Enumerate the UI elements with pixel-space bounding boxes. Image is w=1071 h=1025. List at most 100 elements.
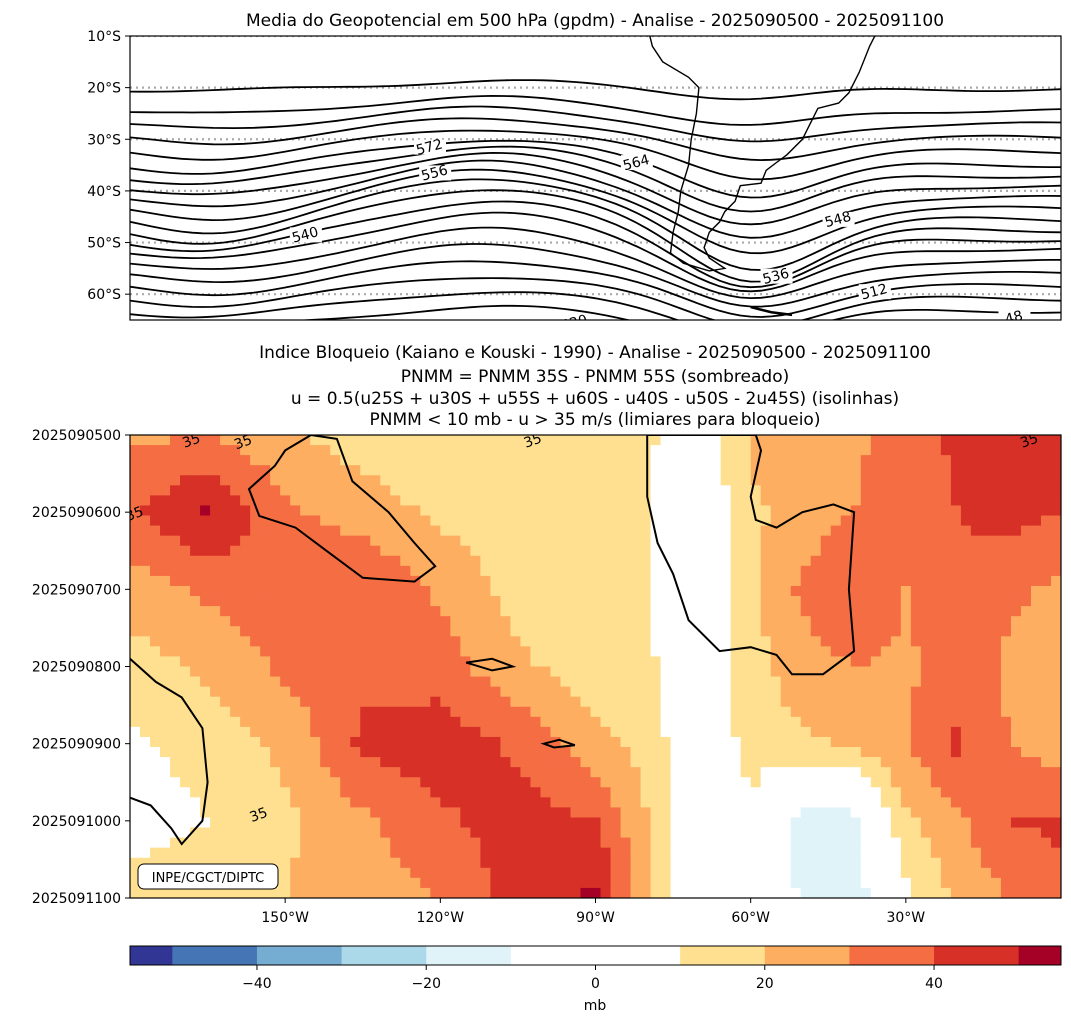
shade-cell — [280, 535, 291, 547]
shade-cell — [150, 465, 161, 476]
shade-cell — [780, 696, 792, 708]
shade-cell — [590, 747, 602, 758]
shade-cell — [650, 485, 662, 496]
shade-cell — [460, 555, 471, 567]
shade-cell — [970, 626, 982, 637]
shade-cell — [670, 505, 682, 517]
shade-cell — [680, 857, 692, 869]
shade-cell — [260, 626, 271, 637]
shade-cell — [190, 495, 201, 507]
shade-cell — [170, 847, 181, 859]
shade-cell — [500, 887, 512, 898]
shade-cell — [330, 616, 341, 627]
shade-cell — [1040, 656, 1052, 668]
shade-cell — [470, 736, 481, 748]
shade-cell — [970, 565, 982, 577]
shade-cell — [130, 777, 141, 788]
shade-cell — [160, 636, 171, 647]
shade-cell — [630, 465, 642, 476]
shade-cell — [510, 525, 522, 537]
shade-cell — [140, 606, 151, 617]
shade-cell — [950, 535, 962, 547]
shade-cell — [900, 515, 912, 527]
shade-cell — [300, 455, 311, 466]
shade-cell — [760, 696, 772, 708]
shade-cell — [440, 485, 451, 496]
shade-cell — [130, 445, 141, 456]
shade-cell — [200, 606, 211, 617]
shade-cell — [320, 817, 331, 829]
shade-cell — [720, 596, 732, 607]
shade-cell — [910, 616, 922, 627]
shade-cell — [340, 817, 351, 829]
shade-cell — [700, 636, 712, 647]
contour-532 — [130, 226, 1061, 300]
shade-cell — [670, 596, 682, 607]
shade-cell — [700, 525, 712, 537]
shade-cell — [780, 747, 792, 758]
shade-cell — [570, 525, 582, 537]
shade-cell — [320, 515, 331, 527]
shade-cell — [500, 596, 512, 607]
shade-cell — [820, 676, 832, 688]
shade-cell — [800, 827, 812, 839]
shade-cell — [940, 535, 952, 547]
shade-cell — [980, 485, 992, 496]
shade-cell — [600, 475, 612, 486]
shade-cell — [640, 857, 652, 869]
shade-cell — [220, 676, 231, 688]
shade-cell — [250, 716, 261, 728]
shade-cell — [590, 827, 602, 839]
shade-cell — [670, 867, 682, 879]
shade-cell — [180, 475, 191, 486]
shade-cell — [350, 706, 361, 718]
shade-cell — [880, 515, 892, 527]
shade-cell — [610, 535, 622, 547]
shade-cell — [250, 726, 261, 738]
shade-cell — [690, 736, 702, 748]
shade-cell — [170, 545, 181, 557]
shade-cell — [460, 807, 471, 819]
shade-cell — [810, 616, 822, 627]
shade-cell — [700, 445, 712, 456]
shade-cell — [140, 847, 151, 859]
shade-cell — [840, 787, 852, 798]
shade-cell — [140, 817, 151, 829]
shade-cell — [1030, 636, 1042, 647]
shade-cell — [530, 515, 542, 527]
contour-label: 520 — [559, 312, 589, 334]
shade-cell — [600, 555, 612, 567]
shade-cell — [370, 535, 381, 547]
shade-cell — [580, 575, 592, 587]
shade-cell — [680, 565, 692, 577]
shade-cell — [180, 736, 191, 748]
shade-cell — [280, 827, 291, 839]
shade-cell — [540, 535, 552, 547]
shade-cell — [840, 736, 852, 748]
shade-cell — [390, 465, 401, 476]
shade-cell — [1020, 807, 1032, 819]
shade-cell — [1010, 565, 1022, 577]
shade-cell — [550, 686, 562, 698]
shade-cell — [750, 545, 762, 557]
shade-cell — [620, 495, 632, 507]
shade-cell — [420, 696, 431, 708]
shade-cell — [290, 736, 301, 748]
shade-cell — [450, 455, 461, 466]
shade-cell — [800, 877, 812, 889]
shade-cell — [310, 545, 321, 557]
shade-cell — [470, 455, 481, 466]
shade-cell — [550, 555, 562, 567]
shade-cell — [910, 767, 922, 778]
shade-cell — [940, 767, 952, 778]
shade-cell — [170, 807, 181, 819]
shade-cell — [580, 736, 592, 748]
shade-cell — [750, 726, 762, 738]
shade-cell — [850, 777, 862, 788]
shade-cell — [920, 646, 932, 658]
shade-cell — [430, 585, 441, 597]
shade-cell — [610, 696, 622, 708]
shade-cell — [390, 535, 401, 547]
shade-cell — [240, 696, 251, 708]
shade-cell — [250, 797, 261, 809]
